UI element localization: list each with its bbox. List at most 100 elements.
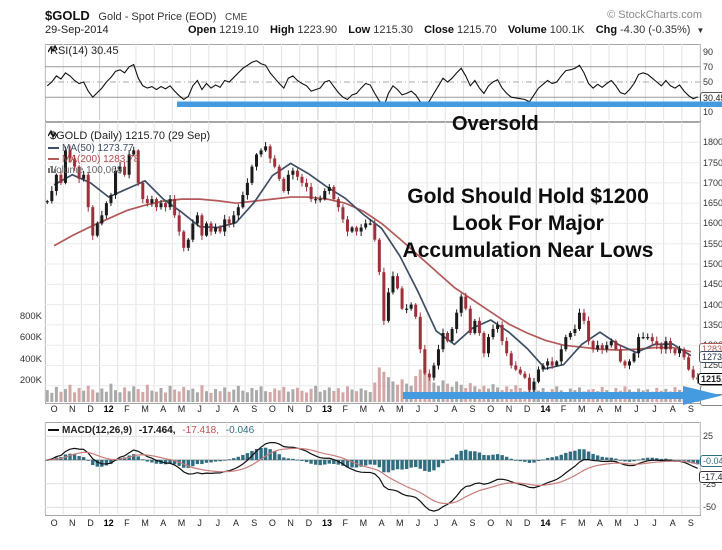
high-value: 1223.90 <box>297 24 338 36</box>
month-label: M <box>141 404 149 414</box>
month-label: M <box>577 404 586 414</box>
month-label: A <box>451 404 458 414</box>
close-value-box: 1215.70 <box>698 373 722 385</box>
price-tick-label: 1600 <box>703 218 722 229</box>
macd-line <box>47 441 698 512</box>
volume-tick-label: 800K <box>19 310 42 322</box>
macd-signal-value: -17.418, <box>182 425 219 436</box>
month-label: S <box>687 518 694 528</box>
volume-legend: Volume 100,068 <box>48 165 122 176</box>
volume-tick-label: 600K <box>19 332 42 344</box>
macd-line-icon <box>48 429 59 431</box>
month-label: A <box>669 404 676 414</box>
month-label: J <box>197 404 202 414</box>
month-label: A <box>160 518 167 528</box>
month-label: 14 <box>540 518 551 528</box>
price-tick-label: 1650 <box>703 198 722 209</box>
open-value: 1219.10 <box>219 24 259 36</box>
month-label: D <box>305 518 313 528</box>
month-label: F <box>342 518 348 528</box>
open-label: Open <box>188 24 217 36</box>
ohlc-row: Open 1219.10 High 1223.90 Low 1215.30 Close… <box>180 24 704 36</box>
month-label: J <box>634 518 639 528</box>
month-label: J <box>415 518 421 528</box>
low-label: Low <box>348 24 371 36</box>
month-label: M <box>577 518 586 528</box>
covered-value-box-2 <box>700 394 722 406</box>
ticker-symbol: $GOLD <box>45 8 90 23</box>
month-label: J <box>215 518 221 528</box>
change-down-triangle-icon: ▼ <box>696 26 705 35</box>
month-label: N <box>505 404 513 414</box>
month-label: N <box>505 518 513 528</box>
month-label: A <box>160 404 167 414</box>
ma50-legend: MA(50) 1273.77 <box>48 143 134 154</box>
month-label: J <box>415 404 421 414</box>
price-tick-label: 1400 <box>703 299 722 310</box>
month-label: J <box>634 404 639 414</box>
stockcharts-copyright-link[interactable]: © StockCharts.com <box>607 9 702 21</box>
month-label: D <box>523 518 531 528</box>
volume-legend-text: Volume 100,068 <box>50 165 123 176</box>
month-label: F <box>124 404 130 414</box>
month-label: M <box>359 404 368 414</box>
volume-tick-label: 400K <box>19 353 42 365</box>
macd-value-box: -17.464 <box>699 471 722 483</box>
month-label: 13 <box>321 404 332 414</box>
macd-hist-value-box: -0.046 <box>700 455 722 467</box>
month-label: M <box>177 404 186 414</box>
month-label: N <box>287 404 294 414</box>
macd-hist-value: -0.046 <box>225 425 255 436</box>
ma50-line-icon <box>48 147 59 149</box>
macd-name: MACD(12,26,9) <box>62 425 133 436</box>
month-label: F <box>560 518 567 528</box>
candlestick-series <box>45 142 700 394</box>
month-label: M <box>614 404 622 414</box>
month-label: S <box>251 404 258 414</box>
macd-tick-label: 25 <box>703 431 714 442</box>
rsi-line <box>46 60 698 108</box>
month-label: S <box>251 518 258 528</box>
month-label: O <box>268 518 276 528</box>
month-label: O <box>487 404 495 414</box>
month-label: D <box>523 404 531 414</box>
month-label: A <box>596 518 603 528</box>
month-label: F <box>560 404 567 414</box>
rsi-label: RSI(14) 30.45 <box>50 45 119 57</box>
month-label: J <box>197 518 202 528</box>
month-label: F <box>342 404 348 414</box>
month-label: D <box>305 404 313 414</box>
month-label: O <box>50 518 58 528</box>
month-label: 12 <box>103 518 114 528</box>
price-tick-label: 1250 <box>703 360 722 371</box>
ma50-value-box: 1273.77 <box>699 351 722 363</box>
month-label: O <box>50 404 58 414</box>
annotation-line2: Look For Major <box>452 212 604 235</box>
month-label: S <box>469 404 476 414</box>
instrument-name: Gold - Spot Price (EOD) <box>98 11 217 23</box>
macd-tick-label: -50 <box>703 502 717 513</box>
month-label: M <box>359 518 368 528</box>
ma50-line <box>53 162 692 370</box>
month-label: J <box>433 404 439 414</box>
ma200-line <box>53 196 692 353</box>
chg-value: -4.30 (-0.35%) <box>620 24 691 36</box>
rsi-tick-label: 70 <box>703 61 714 72</box>
month-label: N <box>69 518 76 528</box>
volume-label: Volume <box>507 24 547 36</box>
volume-value: 100.1K <box>549 24 585 36</box>
month-label: A <box>378 518 385 528</box>
month-label: A <box>233 404 240 414</box>
month-label: N <box>287 518 294 528</box>
month-label: M <box>396 404 404 414</box>
price-tick-label: 1500 <box>703 259 722 270</box>
rsi-value-box: 30.45 <box>700 92 722 104</box>
price-tick-label: 1350 <box>703 319 722 330</box>
price-tick-label: 1450 <box>703 279 722 290</box>
accumulation-annotation: Gold Should Hold $1200 Look For Major Ac… <box>390 183 666 264</box>
rsi-tick-label: 10 <box>703 107 714 118</box>
exchange-label: CME <box>225 12 248 23</box>
header-line1: $GOLD Gold - Spot Price (EOD) CME <box>45 8 247 23</box>
